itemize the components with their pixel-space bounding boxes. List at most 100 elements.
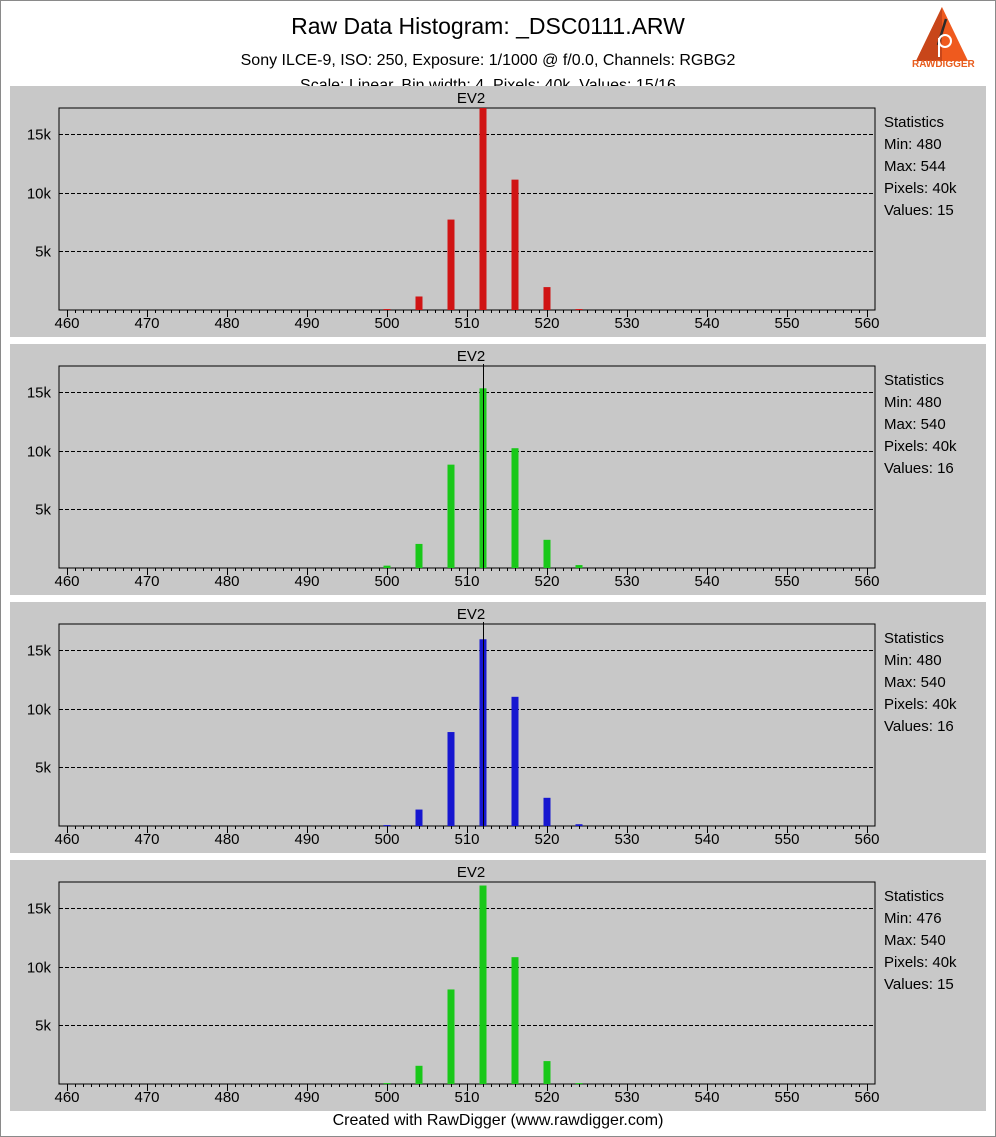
statistics-max: Max: 540 (884, 674, 946, 691)
statistics-max: Max: 540 (884, 932, 946, 949)
y-tick-label: 5k (35, 760, 51, 777)
statistics-box: Statistics Min: 476 Max: 540 Pixels: 40k… (884, 886, 957, 996)
footer-credit: Created with RawDigger (www.rawdigger.co… (332, 1112, 664, 1129)
plot-area (58, 623, 876, 827)
x-tick-label: 470 (134, 1089, 159, 1106)
histogram-bar (479, 885, 487, 1084)
histogram-bar (511, 696, 519, 826)
statistics-min: Min: 480 (884, 394, 942, 411)
histogram-bar (543, 1061, 551, 1084)
y-tick-label: 10k (27, 960, 52, 977)
histogram-bar (511, 957, 519, 1084)
x-tick-label: 540 (694, 573, 719, 590)
histogram-bar (511, 448, 519, 568)
y-tick-label: 10k (27, 702, 52, 719)
x-tick-label: 510 (454, 315, 479, 332)
x-tick-label: 490 (294, 573, 319, 590)
x-tick-label: 480 (214, 573, 239, 590)
histogram-panel-green: 5k 10k 15k 460 470 480 490 500 510 520 530 540 550 56… (10, 344, 986, 595)
plot-area (58, 107, 876, 311)
ev-label: EV2 (457, 348, 485, 365)
statistics-pixels: Pixels: 40k (884, 696, 957, 713)
histogram-bar (447, 219, 455, 310)
ev-label: EV2 (457, 606, 485, 623)
x-tick-label: 470 (134, 831, 159, 848)
histogram-panel-green2: 5k 10k 15k 460 470 480 490 500 510 520 530 540 550 56… (10, 860, 986, 1111)
x-tick-label: 560 (854, 315, 879, 332)
histogram-bar (415, 809, 423, 826)
histogram-bar (415, 296, 423, 310)
histogram-plot-red: 5k 10k 15k 460 470 480 490 500 510 520 530 540 550 56… (27, 90, 880, 332)
statistics-pixels: Pixels: 40k (884, 954, 957, 971)
statistics-values: Values: 16 (884, 718, 954, 735)
logo-wordmark: RAWDIGGER (912, 59, 975, 70)
y-tick-label: 10k (27, 444, 52, 461)
histogram-bar (447, 464, 455, 568)
x-tick-label: 550 (774, 1089, 799, 1106)
x-tick-label: 540 (694, 1089, 719, 1106)
x-tick-label: 460 (54, 315, 79, 332)
statistics-values: Values: 15 (884, 202, 954, 219)
x-tick-label: 500 (374, 1089, 399, 1106)
rawdigger-logo-icon (916, 7, 968, 61)
histogram-bar (415, 1065, 423, 1084)
x-tick-label: 490 (294, 831, 319, 848)
statistics-pixels: Pixels: 40k (884, 438, 957, 455)
histogram-plot-green: 5k 10k 15k 460 470 480 490 500 510 520 530 540 550 56… (27, 348, 880, 590)
statistics-heading: Statistics (884, 372, 945, 389)
x-tick-label: 460 (54, 573, 79, 590)
chart-title: Raw Data Histogram: _DSC0111.ARW (291, 13, 685, 39)
x-tick-label: 470 (134, 573, 159, 590)
x-tick-label: 530 (614, 573, 639, 590)
statistics-box: Statistics Min: 480 Max: 540 Pixels: 40k… (884, 370, 957, 480)
ev-label: EV2 (457, 864, 485, 881)
x-tick-label: 510 (454, 1089, 479, 1106)
statistics-min: Min: 480 (884, 652, 942, 669)
y-tick-label: 15k (27, 127, 52, 144)
x-tick-label: 460 (54, 831, 79, 848)
histogram-plot-green2: 5k 10k 15k 460 470 480 490 500 510 520 530 540 550 56… (27, 864, 880, 1106)
histogram-bar (511, 179, 519, 310)
chart-subtitle-scale: Scale: Linear, Bin width: 4, Pixels: 40k… (300, 77, 676, 86)
x-tick-label: 510 (454, 831, 479, 848)
y-tick-label: 15k (27, 643, 52, 660)
x-tick-label: 520 (534, 573, 559, 590)
x-tick-label: 510 (454, 573, 479, 590)
x-tick-label: 520 (534, 1089, 559, 1106)
statistics-box: Statistics Min: 480 Max: 540 Pixels: 40k… (884, 628, 957, 738)
x-tick-label: 560 (854, 1089, 879, 1106)
histogram-panel-red: 5k 10k 15k 460 470 480 490 500 510 520 530 540 550 56… (10, 86, 986, 337)
histogram-bar (383, 825, 391, 827)
x-tick-label: 470 (134, 315, 159, 332)
histogram-bar (575, 309, 583, 311)
x-tick-label: 520 (534, 315, 559, 332)
histogram-bar (575, 565, 583, 568)
x-tick-label: 540 (694, 831, 719, 848)
plot-area (58, 881, 876, 1085)
histogram-bar (447, 989, 455, 1084)
histogram-bar (447, 732, 455, 826)
statistics-heading: Statistics (884, 630, 945, 647)
x-tick-label: 500 (374, 573, 399, 590)
statistics-values: Values: 15 (884, 976, 954, 993)
statistics-heading: Statistics (884, 888, 945, 905)
x-tick-label: 480 (214, 315, 239, 332)
histogram-bar (575, 1083, 583, 1085)
histogram-bar (575, 824, 583, 826)
histogram-bar (415, 543, 423, 568)
histogram-bar (543, 797, 551, 826)
y-tick-label: 15k (27, 385, 52, 402)
x-tick-label: 540 (694, 315, 719, 332)
x-tick-label: 560 (854, 831, 879, 848)
statistics-max: Max: 544 (884, 158, 946, 175)
y-tick-label: 5k (35, 244, 51, 261)
histogram-bar (383, 1083, 391, 1085)
plot-area (58, 365, 876, 569)
x-tick-label: 480 (214, 1089, 239, 1106)
histogram-panel-blue: 5k 10k 15k 460 470 480 490 500 510 520 530 540 550 56… (10, 602, 986, 853)
x-tick-label: 530 (614, 831, 639, 848)
histogram-bar (543, 539, 551, 568)
histogram-bar (479, 108, 487, 310)
x-tick-label: 490 (294, 1089, 319, 1106)
statistics-pixels: Pixels: 40k (884, 180, 957, 197)
